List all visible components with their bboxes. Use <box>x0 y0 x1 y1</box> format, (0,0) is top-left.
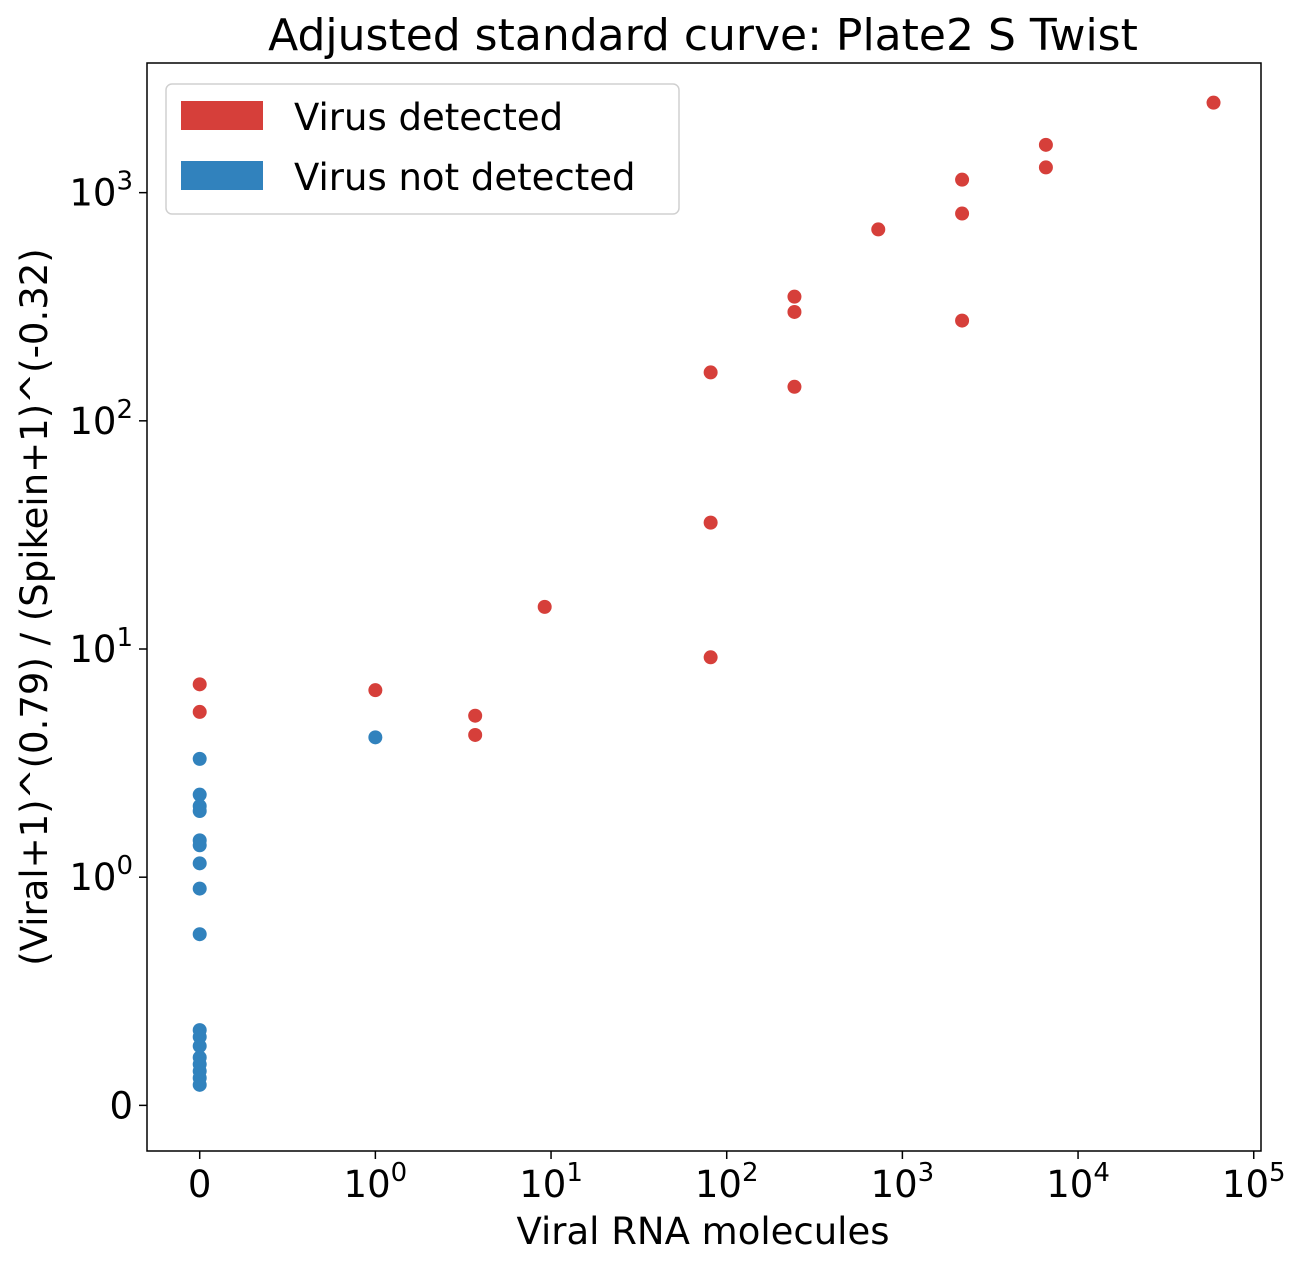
point-virus-not-detected <box>192 751 207 766</box>
x-tick-label: 105 <box>1222 1158 1286 1206</box>
point-virus-not-detected <box>192 804 207 819</box>
point-virus-detected <box>468 708 483 723</box>
legend-label-virus-detected: Virus detected <box>294 96 563 139</box>
x-axis-ticks: 0 100 101 102 103 104 105 <box>188 1151 1286 1206</box>
point-virus-detected <box>368 683 383 698</box>
x-axis-label: Viral RNA molecules <box>517 1210 890 1253</box>
point-virus-detected <box>703 515 718 530</box>
x-tick-label: 100 <box>344 1158 408 1206</box>
point-virus-detected <box>1038 160 1053 175</box>
point-virus-detected <box>192 677 207 692</box>
legend-label-virus-not-detected: Virus not detected <box>294 156 635 199</box>
point-virus-detected <box>1038 137 1053 152</box>
point-virus-not-detected <box>192 838 207 853</box>
point-virus-not-detected <box>192 1039 207 1054</box>
point-virus-not-detected <box>192 927 207 942</box>
point-virus-not-detected <box>368 730 383 745</box>
plot-area-frame <box>146 62 1262 1152</box>
point-virus-not-detected <box>192 1077 207 1092</box>
legend-box <box>165 83 680 215</box>
point-virus-not-detected <box>192 787 207 802</box>
y-axis-label: (Viral+1)^(0.79) / (Spikein+1)^(-0.32) <box>13 248 56 965</box>
y-tick-label: 100 <box>69 851 133 899</box>
point-virus-not-detected <box>192 856 207 871</box>
y-axis-ticks: 0 100 101 102 103 <box>69 167 147 1127</box>
point-virus-detected <box>192 704 207 719</box>
x-tick-label: 101 <box>519 1158 583 1206</box>
y-tick-label: 0 <box>109 1084 133 1127</box>
legend-swatch-virus-not-detected <box>181 161 263 190</box>
point-virus-detected <box>468 727 483 742</box>
x-tick-label: 103 <box>871 1158 935 1206</box>
y-tick-label: 101 <box>69 623 133 671</box>
point-virus-detected <box>955 313 970 328</box>
point-virus-detected <box>955 206 970 221</box>
y-tick-label: 102 <box>69 395 133 443</box>
point-virus-detected <box>871 222 886 237</box>
point-virus-detected <box>787 289 802 304</box>
x-tick-label: 104 <box>1046 1158 1110 1206</box>
data-points <box>192 95 1221 1092</box>
point-virus-detected <box>787 379 802 394</box>
chart-title: Adjusted standard curve: Plate2 S Twist <box>268 10 1138 61</box>
x-tick-label: 102 <box>695 1158 759 1206</box>
point-virus-detected <box>1206 95 1221 110</box>
legend-swatch-virus-detected <box>181 101 263 130</box>
point-virus-detected <box>537 599 552 614</box>
y-tick-label: 103 <box>69 167 133 215</box>
legend: Virus detected Virus not detected <box>165 83 680 215</box>
point-virus-detected <box>787 304 802 319</box>
point-virus-detected <box>955 172 970 187</box>
point-virus-detected <box>703 365 718 380</box>
x-tick-label: 0 <box>188 1163 212 1206</box>
point-virus-not-detected <box>192 881 207 896</box>
point-virus-detected <box>703 650 718 665</box>
